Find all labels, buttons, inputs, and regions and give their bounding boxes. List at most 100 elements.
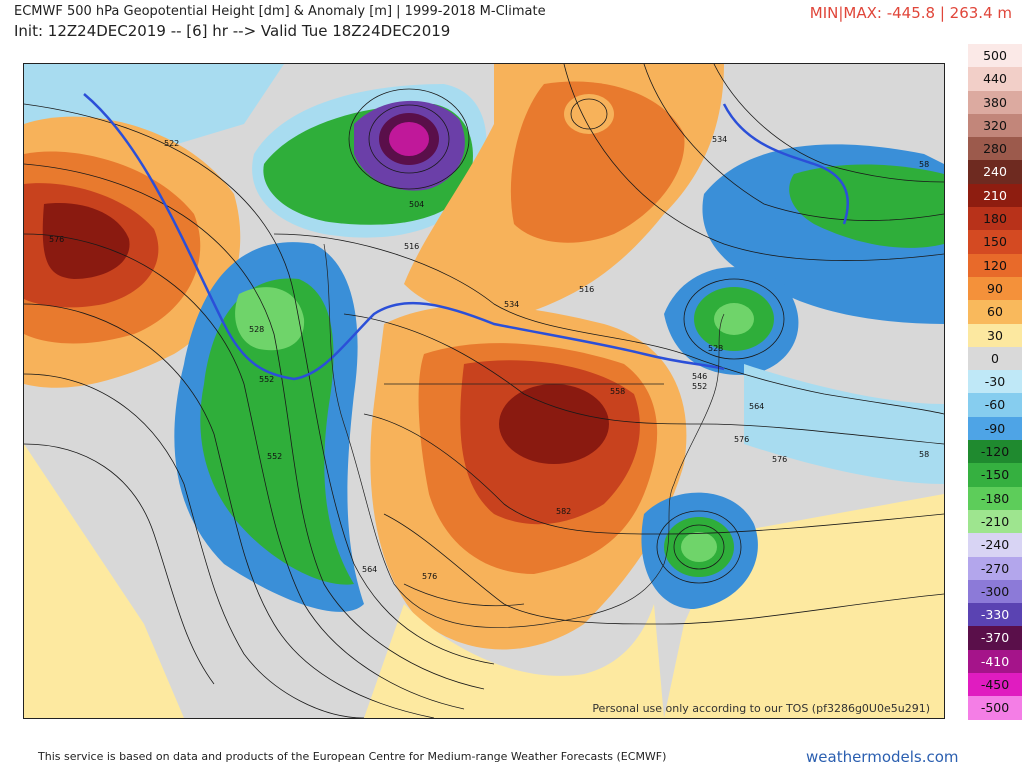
anomaly-pacific-deep-red [42,203,130,279]
contour-label: 576 [772,455,787,464]
legend-label: 30 [987,327,1003,343]
contour-line [643,64,944,221]
contour-florida-ring [656,510,742,584]
legend-label: -120 [980,444,1010,460]
contour-label: 552 [259,375,274,384]
legend-label: -150 [980,467,1010,483]
map-canvas: 522 576 504 516 528 534 552 564 576 576 … [24,64,944,718]
contour-line [24,373,365,718]
contour-label: 58 [919,450,929,459]
contour-line [363,413,944,535]
site-link[interactable]: weathermodels.com [806,748,959,766]
legend-swatch: -500 [968,696,1022,720]
legend-label: 90 [987,280,1003,296]
anomaly-west-lightgreen [235,287,305,351]
contour-label: 564 [362,565,377,574]
contour-label: 58 [919,160,929,169]
anomaly-us-deep-red [499,384,609,464]
anomaly-alaska-magenta [389,122,429,156]
contour-label: 516 [404,242,419,251]
contour-label: 564 [749,402,764,411]
contour-line [24,103,495,665]
legend-label: -370 [980,630,1010,646]
anomaly-newfoundland-lightgreen [714,303,754,335]
contour-alaska-ring [368,104,450,174]
height-contours [24,64,944,718]
contour-label: 576 [49,235,64,244]
tos-watermark: Personal use only according to our TOS (… [592,702,930,715]
contour-label: 576 [422,572,437,581]
legend-label: -240 [980,537,1010,553]
legend-swatch: 60 [968,300,1022,324]
legend-swatch: 320 [968,113,1022,138]
legend-label: -300 [980,583,1010,599]
legend-label: 280 [983,141,1007,157]
contour-line [273,233,944,415]
legend-swatch: -150 [968,463,1022,487]
legend-label: -90 [984,420,1006,436]
contour-line [713,64,944,183]
ecmwf-credit: This service is based on data and produc… [38,750,667,763]
contour-alaska-ring [348,88,470,190]
legend-swatch: -410 [968,649,1022,674]
contour-florida-ring [673,524,725,570]
contour-label: 528 [708,344,723,353]
anomaly-gulf-yellow [364,604,664,718]
legend-label: -450 [980,677,1010,693]
legend-label: -30 [984,374,1006,390]
legend-swatch: -210 [968,509,1022,534]
anomaly-atlantic-green [789,164,944,248]
map-subtitle: Init: 12Z24DEC2019 -- [6] hr --> Valid T… [14,22,451,40]
contour-line [343,313,944,445]
anomaly-canada-orange [510,81,685,243]
legend-label: 60 [987,304,1003,320]
contour-line [383,513,944,625]
anomaly-west-green [200,278,354,585]
contour-line [24,163,485,690]
legend-swatch: -240 [968,533,1022,557]
legend-swatch: 120 [968,253,1022,277]
legend-swatch: 180 [968,207,1022,231]
contour-line [24,443,215,685]
contour-label: 534 [504,300,519,309]
legend-swatch: 0 [968,346,1022,371]
contour-label: 558 [610,387,625,396]
coastlines [323,243,725,628]
contour-label: 552 [267,452,282,461]
contour-newfoundland-ring [683,278,785,360]
legend-label: 500 [983,48,1007,63]
legend-label: -330 [980,607,1010,623]
legend-label: 240 [983,164,1007,180]
legend-label: 380 [983,94,1007,110]
contour-line [24,303,435,718]
legend-swatch: -300 [968,579,1022,604]
contour-540-line-atlantic [722,103,849,225]
contour-label: 522 [164,139,179,148]
anomaly-florida-lightgreen [681,532,717,562]
legend-swatch: -60 [968,393,1022,417]
min-max-readout: MIN|MAX: -445.8 | 263.4 m [809,4,1012,22]
legend-label: -180 [980,490,1010,506]
contour-540-line [83,93,725,381]
anomaly-yellow-sw [24,444,184,718]
contour-label: 576 [734,435,749,444]
contour-label: 516 [579,285,594,294]
legend-swatch: -90 [968,416,1022,441]
legend-swatch: 210 [968,183,1022,208]
contour-label: 504 [409,200,424,209]
contour-label: 534 [712,135,727,144]
contour-labels: 522 576 504 516 528 534 552 564 576 576 … [49,135,929,581]
legend-swatch: -30 [968,370,1022,394]
coastline [323,243,725,628]
legend-swatch: 90 [968,276,1022,301]
legend-swatch: 380 [968,90,1022,114]
contour-line [24,233,465,710]
legend-label: 0 [991,350,999,366]
legend-swatch: 240 [968,160,1022,184]
map-title: ECMWF 500 hPa Geopotential Height [dm] &… [14,4,546,19]
contour-label: 546 [692,372,707,381]
legend-label: -270 [980,560,1010,576]
legend-swatch: -180 [968,486,1022,510]
legend-swatch: 440 [968,67,1022,91]
legend-swatch: -120 [968,440,1022,464]
